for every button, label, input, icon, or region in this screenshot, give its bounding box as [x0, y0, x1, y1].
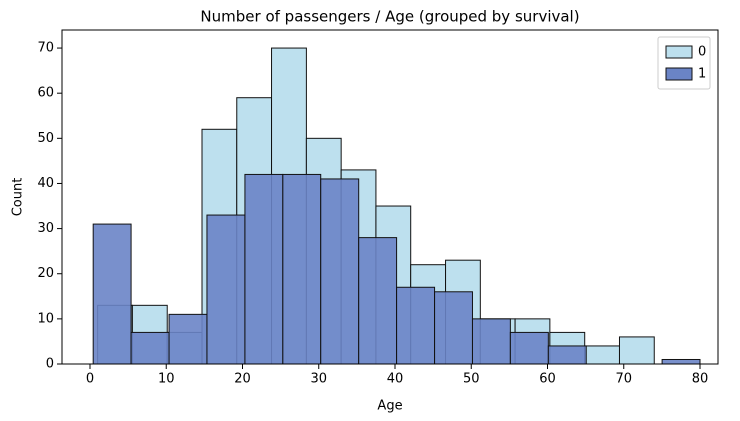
- bar: [547, 345, 587, 365]
- bar: [471, 318, 511, 365]
- bar: [282, 173, 322, 365]
- y-tick-label: 40: [37, 176, 54, 191]
- legend-swatch: [665, 45, 693, 59]
- bar: [168, 313, 208, 365]
- legend-label: 1: [698, 67, 706, 82]
- bar: [358, 237, 398, 365]
- y-tick-label: 10: [37, 311, 54, 326]
- chart-title: Number of passengers / Age (grouped by s…: [200, 8, 579, 26]
- bar: [661, 358, 701, 365]
- x-tick-label: 80: [692, 372, 709, 387]
- legend-label: 0: [698, 45, 706, 60]
- bar: [244, 173, 284, 365]
- x-tick-label: 60: [539, 372, 556, 387]
- y-axis-label: Count: [11, 178, 26, 217]
- x-tick-label: 40: [387, 372, 404, 387]
- x-tick-label: 70: [615, 372, 632, 387]
- bar: [396, 286, 436, 365]
- bar: [92, 223, 132, 365]
- x-tick-label: 20: [234, 372, 251, 387]
- bar: [509, 331, 549, 365]
- y-tick-label: 30: [37, 221, 54, 236]
- bar: [584, 345, 620, 365]
- x-tick-label: 0: [86, 372, 94, 387]
- bar: [320, 178, 360, 365]
- bar: [434, 291, 473, 365]
- bar: [206, 214, 246, 365]
- y-tick-label: 70: [37, 41, 54, 56]
- x-tick-label: 30: [310, 372, 327, 387]
- y-tick-label: 20: [37, 266, 54, 281]
- bar: [618, 336, 655, 365]
- x-axis-label: Age: [377, 399, 402, 414]
- legend-swatch: [665, 67, 693, 81]
- x-tick-label: 50: [463, 372, 480, 387]
- y-tick-label: 50: [37, 131, 54, 146]
- y-tick-label: 60: [37, 86, 54, 101]
- plot-frame: [61, 29, 719, 365]
- bar: [130, 331, 170, 365]
- y-tick-label: 0: [46, 357, 54, 372]
- x-tick-label: 10: [158, 372, 175, 387]
